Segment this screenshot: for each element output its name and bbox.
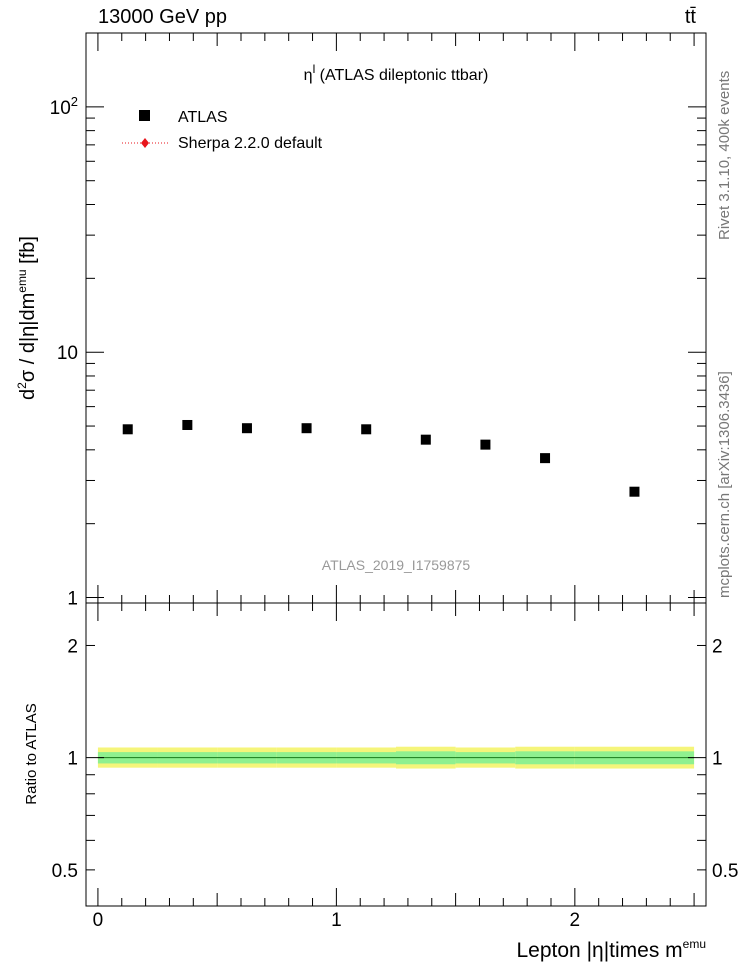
legend-atlas-label: ATLAS	[178, 109, 228, 126]
ratio-y-axis-label: Ratio to ATLAS	[23, 703, 40, 804]
main-y-axis-label: d2σ / d|η|dmemu [fb]	[15, 236, 39, 400]
x-axis-ticks	[97, 33, 695, 906]
atlas-point-2	[241, 423, 252, 434]
legend-atlas-marker	[139, 110, 150, 121]
legend: ATLAS Sherpa 2.2.0 default	[122, 109, 323, 152]
ratio-y-tick-labels: 0.5 0.5 1 1 2 2	[52, 636, 739, 881]
plot-title: ηl (ATLAS dileptonic ttbar)	[304, 62, 489, 84]
atlas-point-0	[122, 424, 133, 435]
x-tick-label: 1	[331, 910, 342, 931]
main-y-tick-label: 1	[67, 589, 78, 610]
x-tick-label: 0	[93, 910, 104, 931]
main-y-tick-label: 10	[57, 343, 78, 364]
main-axis-ticks	[86, 32, 706, 599]
legend-sherpa-label: Sherpa 2.2.0 default	[178, 135, 323, 152]
ratio-y-tick-label-right: 1	[712, 749, 723, 770]
x-tick-label: 2	[570, 910, 581, 931]
ratio-plot-frame	[85, 602, 707, 907]
atlas-point-1	[182, 419, 193, 430]
legend-sherpa-marker	[141, 138, 149, 148]
atlas-point-5	[420, 434, 431, 445]
ratio-axis-ticks	[86, 644, 706, 907]
header-process-label: tt̄	[684, 6, 696, 28]
atlas-point-4	[361, 424, 372, 435]
atlas-point-3	[301, 423, 312, 434]
ratio-y-tick-label-left: 1	[67, 749, 78, 770]
ratio-y-tick-label-right: 2	[712, 636, 723, 657]
ratio-y-tick-label-left: 2	[67, 636, 78, 657]
atlas-point-7	[540, 453, 551, 464]
ratio-y-tick-label-left: 0.5	[52, 861, 78, 882]
main-y-tick-labels: 1 10 102	[50, 94, 78, 610]
ratio-y-tick-label-right: 0.5	[712, 861, 738, 882]
atlas-data-points	[122, 419, 640, 497]
analysis-watermark: ATLAS_2019_I1759875	[322, 557, 471, 573]
atlas-point-6	[480, 439, 491, 450]
main-y-tick-label: 102	[50, 94, 78, 119]
header-energy-label: 13000 GeV pp	[98, 6, 227, 28]
x-tick-labels: 0 1 2	[93, 910, 581, 931]
x-axis-label: Lepton |η|times memu	[517, 937, 707, 962]
atlas-point-8	[629, 486, 640, 497]
